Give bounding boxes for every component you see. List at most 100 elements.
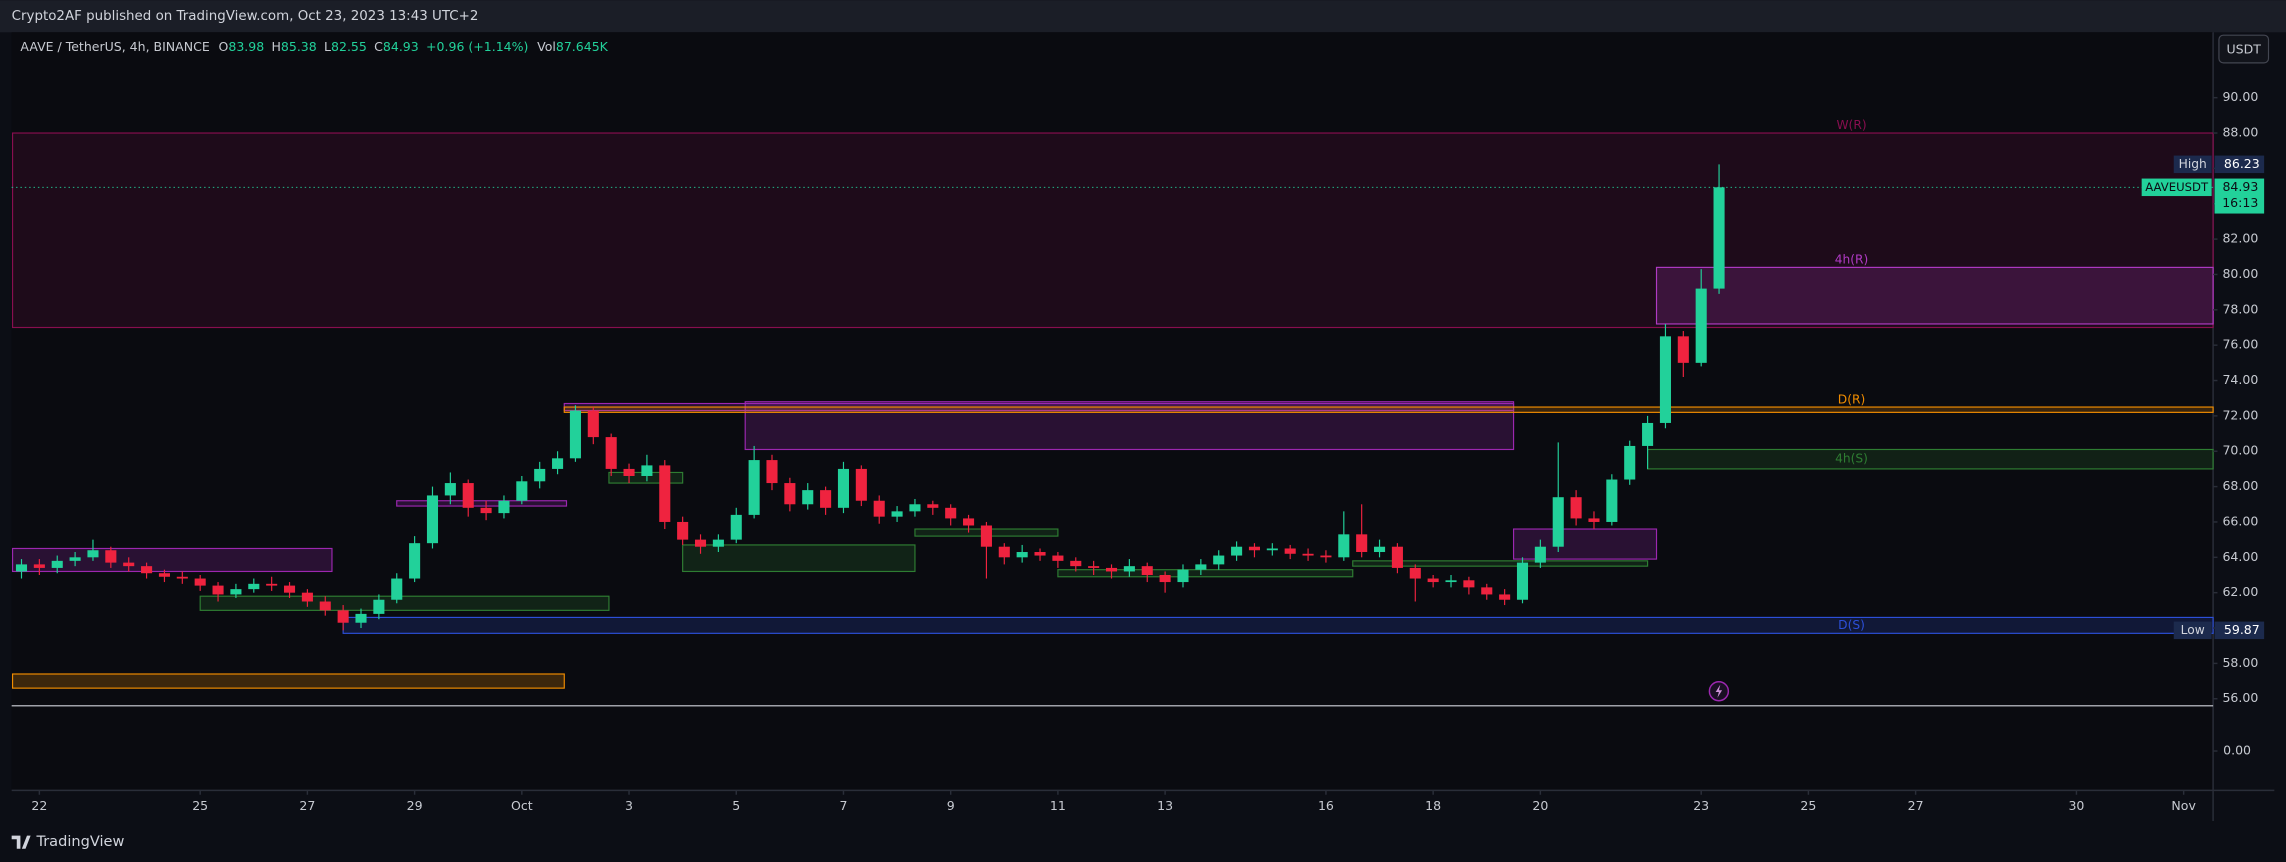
candle-body — [1624, 445, 1636, 480]
y-tick-label: 80.00 — [2222, 266, 2258, 281]
last-price-value: 84.93 — [2222, 179, 2258, 194]
candle-body — [963, 518, 975, 526]
candle-body — [1248, 546, 1261, 551]
candle-body — [283, 585, 296, 593]
sr-zone — [342, 616, 2214, 634]
candle-body — [1159, 574, 1171, 583]
candle-body — [158, 573, 170, 577]
sr-zone — [1655, 266, 2214, 325]
candle-body — [587, 410, 599, 438]
candle-body — [1088, 566, 1100, 568]
candle-body — [105, 550, 117, 563]
candle-body — [1534, 546, 1546, 563]
candle-body — [355, 613, 367, 623]
x-tick-label: 20 — [1532, 798, 1548, 813]
lightning-glyph — [1715, 684, 1723, 698]
candle-body — [373, 599, 385, 614]
currency-button-label[interactable]: USDT — [2227, 41, 2262, 56]
vol-label: Vol — [537, 38, 556, 53]
c-value: 84.93 — [383, 38, 419, 53]
x-tick-label: 23 — [1693, 798, 1709, 813]
candle-body — [194, 578, 206, 586]
sr-zone — [1646, 448, 2214, 470]
x-tick-label: 25 — [1800, 798, 1816, 813]
y-tick-label: 82.00 — [2222, 231, 2258, 246]
candle-body — [141, 566, 153, 574]
candle-body — [1499, 594, 1511, 600]
candle-body — [33, 564, 45, 568]
zone — [682, 544, 916, 573]
candle-body — [623, 468, 635, 476]
candle-body — [837, 468, 850, 508]
zone — [199, 595, 610, 611]
candle-body — [1463, 580, 1475, 588]
candle-body — [230, 589, 242, 595]
zone — [11, 547, 333, 573]
candle-body — [498, 500, 510, 514]
l-label: L — [324, 38, 331, 53]
x-tick-label: 18 — [1425, 798, 1441, 813]
candle-body — [409, 543, 421, 579]
candle-body — [1642, 422, 1654, 446]
candle-body — [1320, 555, 1332, 558]
zone — [1352, 560, 1649, 567]
candle-body — [998, 546, 1010, 558]
candle-body — [426, 495, 439, 544]
x-tick-label: 7 — [839, 798, 847, 813]
candle-body — [641, 465, 653, 476]
candle-body — [891, 511, 903, 517]
countdown: 16:13 — [2222, 195, 2258, 210]
candle-body — [712, 539, 724, 547]
y-tick-label: 78.00 — [2222, 301, 2258, 316]
price-tag-name-bg — [2173, 621, 2212, 640]
candle-body — [1302, 553, 1314, 556]
last-price-tag — [2214, 178, 2265, 214]
candle-body — [123, 562, 135, 567]
sr-zone — [11, 132, 2214, 329]
candle-body — [1409, 567, 1421, 579]
currency-button[interactable] — [2218, 34, 2270, 64]
candle-body — [319, 601, 331, 611]
candle-body — [1516, 562, 1529, 600]
top-bar — [0, 0, 2286, 33]
sr-zone-label: D(R) — [1838, 392, 1865, 406]
price-tag-value: 86.23 — [2224, 156, 2260, 171]
candle-body — [784, 483, 796, 505]
price-tag-name: High — [2179, 157, 2207, 171]
candle-body — [15, 564, 28, 572]
y-tick-label: 64.00 — [2222, 549, 2258, 564]
sr-zone-label: 4h(R) — [1835, 253, 1869, 267]
candle-body — [301, 592, 313, 602]
candle-body — [1713, 187, 1725, 289]
candle-body — [569, 410, 581, 459]
x-tick-label: Nov — [2171, 798, 2196, 813]
candle-body — [730, 514, 742, 540]
price-tag — [2214, 155, 2265, 174]
o-label: O — [219, 38, 229, 53]
candle-body — [552, 458, 564, 469]
candle-body — [945, 507, 957, 519]
candle-body — [480, 507, 492, 514]
candle-body — [820, 490, 832, 508]
candle-body — [1213, 555, 1225, 565]
plot-area — [11, 32, 2214, 791]
y-tick-label: 62.00 — [2222, 584, 2258, 599]
candle-body — [212, 585, 224, 595]
candle-body — [605, 437, 617, 469]
x-tick-label: 27 — [1908, 798, 1924, 813]
candle-body — [1356, 534, 1368, 553]
zone — [1057, 569, 1354, 578]
candle-body — [516, 481, 528, 501]
sr-zone — [563, 406, 2214, 413]
candle-body — [87, 550, 99, 558]
candle-body — [1016, 552, 1028, 558]
y-tick-label: 72.00 — [2222, 407, 2258, 422]
y-tick-label: 88.00 — [2222, 125, 2258, 140]
o-value: 83.98 — [228, 38, 264, 53]
x-tick-label: 16 — [1318, 798, 1334, 813]
zone — [744, 401, 1515, 451]
candle-body — [1588, 518, 1600, 522]
zone — [396, 500, 568, 507]
candle-body — [1659, 336, 1671, 423]
